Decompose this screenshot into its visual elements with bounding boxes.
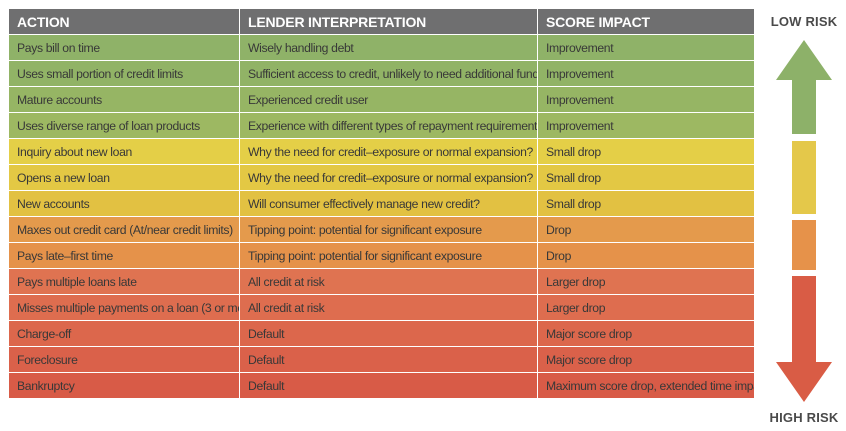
cell-action: Opens a new loan	[8, 164, 240, 191]
table-row: Opens a new loan Why the need for credit–…	[8, 164, 755, 191]
table-row: Inquiry about new loan Why the need for c…	[8, 138, 755, 165]
cell-action: Pays bill on time	[8, 34, 240, 61]
cell-score-impact: Drop	[537, 216, 755, 243]
table-row: Pays late–first time Tipping point: poten…	[8, 242, 755, 269]
header-lender-interpretation: LENDER INTERPRETATION	[239, 8, 538, 35]
cell-score-impact: Small drop	[537, 164, 755, 191]
risk-arrow-icon	[776, 40, 832, 402]
risk-scale: LOW RISK HIGH RISK	[762, 0, 846, 431]
low-risk-label: LOW RISK	[770, 14, 838, 29]
cell-lender-interpretation: Wisely handling debt	[239, 34, 538, 61]
cell-lender-interpretation: Tipping point: potential for significant…	[239, 216, 538, 243]
table-row: Uses diverse range of loan products Exper…	[8, 112, 755, 139]
cell-score-impact: Major score drop	[537, 320, 755, 347]
table-row: Uses small portion of credit limits Suffi…	[8, 60, 755, 87]
cell-action: Bankruptcy	[8, 372, 240, 399]
table-row: Charge-off Default Major score drop	[8, 320, 755, 347]
cell-action: Charge-off	[8, 320, 240, 347]
table-row: Pays multiple loans late All credit at ri…	[8, 268, 755, 295]
cell-action: Pays multiple loans late	[8, 268, 240, 295]
arrow-down-head	[776, 276, 832, 402]
cell-score-impact: Improvement	[537, 86, 755, 113]
cell-action: Inquiry about new loan	[8, 138, 240, 165]
cell-action: Mature accounts	[8, 86, 240, 113]
cell-score-impact: Improvement	[537, 60, 755, 87]
cell-lender-interpretation: Default	[239, 346, 538, 373]
cell-score-impact: Improvement	[537, 34, 755, 61]
cell-score-impact: Small drop	[537, 190, 755, 217]
cell-score-impact: Major score drop	[537, 346, 755, 373]
cell-lender-interpretation: Tipping point: potential for significant…	[239, 242, 538, 269]
table-row: Mature accounts Experienced credit user Im…	[8, 86, 755, 113]
table-row: Misses multiple payments on a loan (3 or…	[8, 294, 755, 321]
table-row: Maxes out credit card (At/near credit li…	[8, 216, 755, 243]
cell-lender-interpretation: Sufficient access to credit, unlikely to…	[239, 60, 538, 87]
cell-action: Misses multiple payments on a loan (3 or…	[8, 294, 240, 321]
cell-score-impact: Maximum score drop, extended time impact	[537, 372, 755, 399]
cell-action: Maxes out credit card (At/near credit li…	[8, 216, 240, 243]
cell-lender-interpretation: Why the need for credit–exposure or norm…	[239, 164, 538, 191]
cell-action: Uses small portion of credit limits	[8, 60, 240, 87]
credit-risk-table: ACTION LENDER INTERPRETATION SCORE IMPAC…	[8, 8, 755, 399]
arrow-yellow-segment	[792, 141, 816, 214]
cell-score-impact: Improvement	[537, 112, 755, 139]
table-row: New accounts Will consumer effectively ma…	[8, 190, 755, 217]
cell-score-impact: Larger drop	[537, 268, 755, 295]
cell-lender-interpretation: Experienced credit user	[239, 86, 538, 113]
table-row: Pays bill on time Wisely handling debt Imp…	[8, 34, 755, 61]
cell-lender-interpretation: Default	[239, 372, 538, 399]
cell-lender-interpretation: Default	[239, 320, 538, 347]
cell-score-impact: Drop	[537, 242, 755, 269]
cell-lender-interpretation: Will consumer effectively manage new cre…	[239, 190, 538, 217]
cell-action: Pays late–first time	[8, 242, 240, 269]
arrow-up-head	[776, 40, 832, 134]
high-risk-label: HIGH RISK	[769, 410, 839, 425]
table-row: Bankruptcy Default Maximum score drop, ext…	[8, 372, 755, 399]
cell-score-impact: Small drop	[537, 138, 755, 165]
cell-score-impact: Larger drop	[537, 294, 755, 321]
header-score-impact: SCORE IMPACT	[537, 8, 755, 35]
cell-lender-interpretation: All credit at risk	[239, 268, 538, 295]
cell-lender-interpretation: Experience with different types of repay…	[239, 112, 538, 139]
table-row: Foreclosure Default Major score drop	[8, 346, 755, 373]
cell-action: Uses diverse range of loan products	[8, 112, 240, 139]
cell-lender-interpretation: Why the need for credit–exposure or norm…	[239, 138, 538, 165]
cell-action: New accounts	[8, 190, 240, 217]
header-row: ACTION LENDER INTERPRETATION SCORE IMPAC…	[8, 8, 755, 35]
header-action: ACTION	[8, 8, 240, 35]
arrow-orange-segment	[792, 220, 816, 270]
cell-lender-interpretation: All credit at risk	[239, 294, 538, 321]
cell-action: Foreclosure	[8, 346, 240, 373]
